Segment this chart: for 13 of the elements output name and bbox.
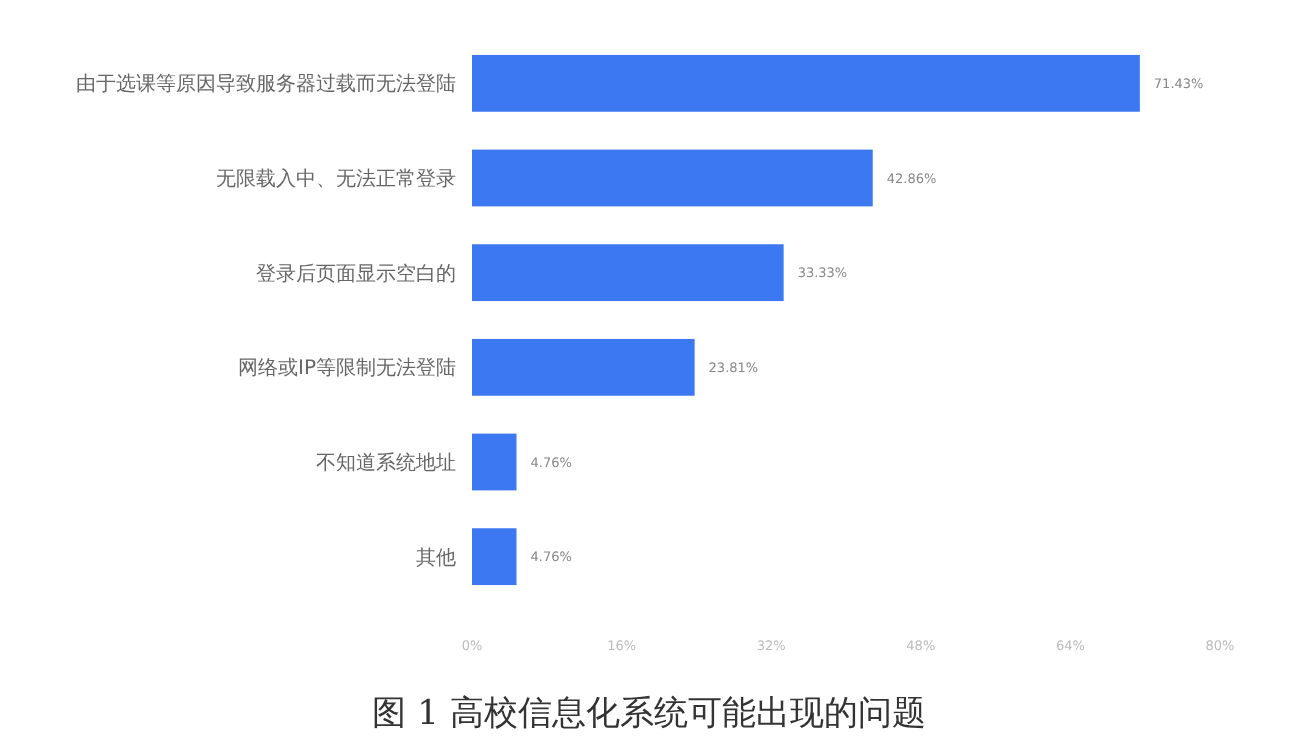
y-tick-label: 无限载入中、无法正常登录 (216, 167, 456, 191)
bar (472, 244, 784, 302)
bar (472, 338, 695, 396)
y-tick-label: 登录后页面显示空白的 (256, 261, 456, 286)
bar (472, 433, 517, 491)
text: 图 1 高校信息化系统可能出现的问题 (372, 694, 926, 734)
bar (472, 528, 517, 586)
y-tick-label: 网络或IP等限制无法登陆 (238, 356, 456, 381)
y-tick-label: 不知道系统地址 (316, 451, 456, 475)
bar (472, 149, 873, 207)
y-tick-label: 其他 (416, 545, 456, 570)
bar (472, 54, 1140, 112)
y-tick-label: 由于选课等原因导致服务器过载而无法登陆 (76, 72, 456, 97)
